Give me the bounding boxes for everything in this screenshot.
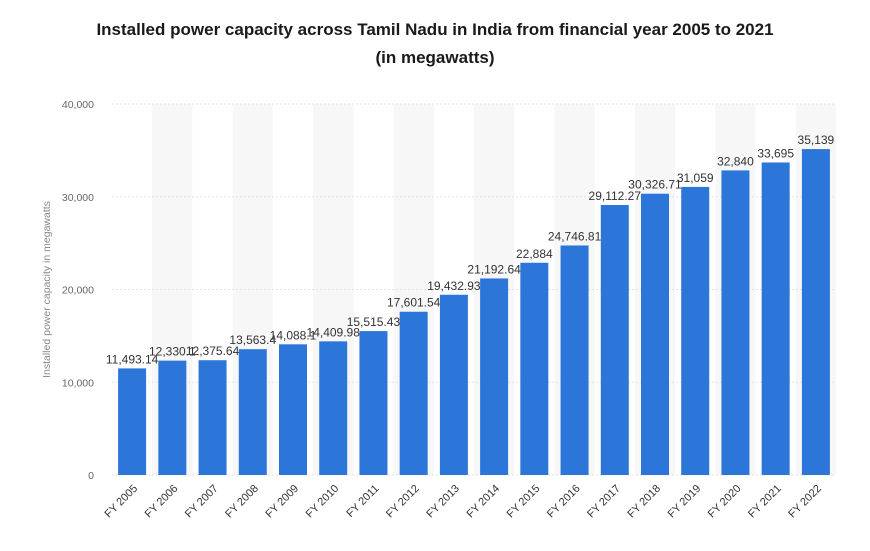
gridlines (112, 103, 836, 476)
bar[interactable] (721, 170, 750, 475)
x-tick-label: FY 2014 (464, 483, 502, 521)
y-axis-tick-labels: 0 10,000 20,000 30,000 40,000 (62, 99, 94, 482)
data-label: 12,375.64 (186, 344, 240, 358)
bar[interactable] (319, 341, 348, 475)
bar[interactable] (439, 294, 468, 475)
x-tick-label: FY 2020 (706, 483, 744, 521)
bar[interactable] (560, 245, 589, 475)
x-tick-label: FY 2006 (143, 483, 181, 521)
data-label: 21,192.64 (467, 262, 521, 276)
data-label: 17,601.54 (387, 296, 441, 310)
x-tick-label: FY 2021 (746, 483, 784, 521)
x-tick-label: FY 2012 (384, 483, 422, 521)
bar[interactable] (520, 262, 549, 475)
y-tick-label: 0 (88, 470, 94, 482)
bar[interactable] (359, 331, 388, 475)
x-tick-label: FY 2008 (223, 483, 261, 521)
chart-title-line1: Installed power capacity across Tamil Na… (96, 20, 774, 39)
bar[interactable] (198, 360, 227, 475)
data-label: 11,493.14 (106, 352, 159, 366)
data-label: 30,326.71 (628, 178, 682, 192)
bar[interactable] (399, 311, 428, 475)
bar[interactable] (681, 186, 710, 475)
chart-title: Installed power capacity across Tamil Na… (20, 16, 850, 72)
bar[interactable] (480, 278, 509, 475)
y-axis-title: Installed power capacity in megawatts (41, 201, 53, 378)
bar[interactable] (118, 368, 147, 475)
bar[interactable] (761, 162, 790, 475)
data-label: 13,563.4 (229, 333, 276, 347)
x-tick-label: FY 2019 (666, 483, 704, 521)
data-label: 24,746.81 (548, 229, 602, 243)
data-label: 35,139 (798, 133, 835, 147)
data-label: 12,330.1 (149, 345, 196, 359)
data-label: 32,840 (717, 154, 754, 168)
x-tick-label: FY 2011 (344, 483, 381, 520)
x-tick-label: FY 2013 (424, 483, 462, 521)
x-axis-tick-labels: FY 2005 FY 2006 FY 2007 FY 2008 FY 2009 FY 20… (102, 483, 824, 521)
data-label: 33,695 (757, 146, 794, 160)
chart-title-line2: (in megawatts) (375, 48, 495, 67)
data-label: 19,432.93 (427, 279, 481, 293)
bar[interactable] (158, 360, 187, 475)
x-tick-label: FY 2015 (505, 483, 543, 521)
y-tick-label: 40,000 (62, 99, 94, 111)
x-tick-label: FY 2007 (183, 483, 221, 521)
y-tick-label: 10,000 (62, 377, 94, 389)
x-tick-label: FY 2017 (585, 483, 623, 521)
bar[interactable] (600, 204, 629, 475)
data-label: 15,515.43 (347, 315, 401, 329)
x-tick-label: FY 2010 (304, 483, 342, 521)
bar[interactable] (641, 193, 669, 475)
x-tick-label: FY 2009 (263, 483, 301, 521)
bar[interactable] (801, 149, 830, 476)
data-label: 31,059 (677, 171, 714, 185)
x-tick-label: FY 2016 (545, 483, 583, 521)
bar[interactable] (238, 349, 267, 475)
x-tick-label: FY 2005 (102, 483, 140, 521)
y-tick-label: 30,000 (62, 192, 94, 204)
bar[interactable] (279, 344, 307, 475)
data-label: 14,409.98 (307, 325, 361, 339)
data-labels: 11,493.1412,330.112,375.6413,563.414,088… (106, 133, 835, 366)
bars (118, 149, 830, 476)
data-label: 22,884 (516, 247, 553, 261)
data-label: 14,088.1 (270, 328, 317, 342)
x-tick-label: FY 2022 (786, 483, 824, 521)
data-label: 29,112.27 (589, 189, 642, 203)
y-tick-label: 20,000 (62, 285, 94, 297)
x-tick-label: FY 2018 (625, 483, 663, 521)
